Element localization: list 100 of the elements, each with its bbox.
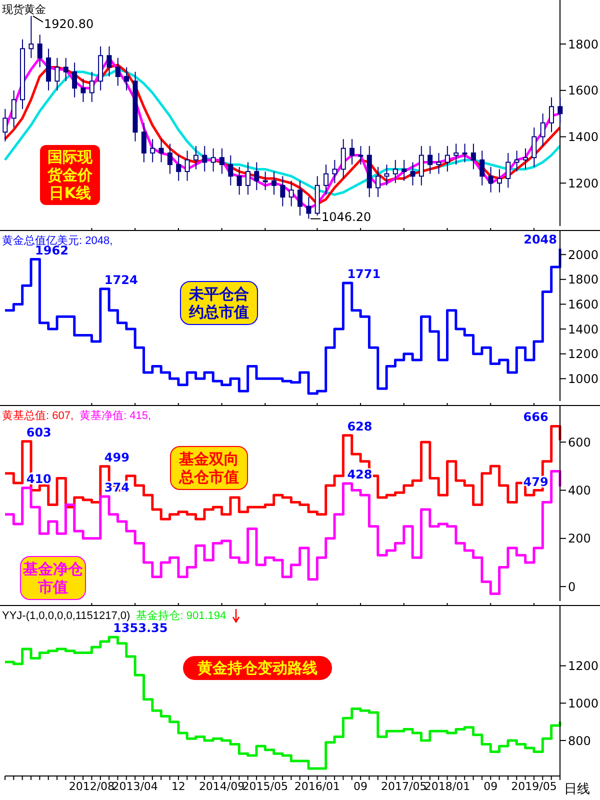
y-tick-label: 1000 [568, 372, 599, 386]
candlestick [358, 146, 364, 166]
candlestick [288, 180, 294, 207]
y-tick-label: 1400 [568, 322, 599, 336]
annotation: 黄金持仓变动路线 [183, 656, 332, 680]
candlestick [210, 148, 216, 172]
candlestick [548, 96, 554, 133]
y-tick-label: 1600 [568, 297, 599, 312]
y-tick-label: 400 [568, 484, 591, 498]
chart-title: 黄基总值: 607, [2, 409, 74, 423]
candlestick [202, 146, 208, 172]
candlestick [124, 66, 130, 91]
candlestick [324, 164, 329, 196]
candlestick [89, 71, 94, 102]
annotation: 1920.80 [44, 17, 94, 32]
candlestick [280, 176, 286, 207]
y-tick-label: 2000 [568, 248, 599, 262]
candlestick [470, 143, 476, 170]
candlestick [63, 57, 68, 82]
candlestick [271, 171, 276, 196]
y-tick-label: 1800 [568, 37, 599, 52]
y-tick-label: 1600 [568, 84, 599, 98]
candlestick [236, 166, 242, 196]
candlestick [228, 154, 234, 186]
data-label: 628 [347, 419, 372, 434]
annotation: 1046.20 [322, 210, 372, 224]
chart-title: 黄金总值亿美元: 2048, [2, 234, 113, 247]
candlestick [402, 159, 407, 182]
candlestick [167, 143, 172, 174]
candlestick [384, 164, 390, 186]
x-tick-label: 2012/08 [68, 780, 115, 793]
candlestick [514, 150, 520, 172]
candlestick [262, 171, 268, 191]
y-tick-label: 1200 [568, 347, 599, 362]
candlestick [340, 138, 346, 179]
candlestick [176, 154, 182, 182]
candlestick [54, 57, 60, 91]
candlestick [298, 180, 303, 216]
candlestick [496, 168, 502, 193]
x-tick-label: 2013/04 [112, 780, 158, 793]
chart-subtitle: 基金持仓: 901.194 [136, 609, 226, 623]
chart-title: YYJ-(1,0,0,0,0,1151217,0) [2, 610, 130, 622]
x-tick-label: 2018/01 [424, 780, 470, 793]
data-label: 603 [26, 425, 52, 440]
candlestick [72, 62, 78, 98]
y-tick-label: 1000 [568, 696, 599, 710]
candlestick [150, 138, 156, 163]
x-tick-label: 2017/05 [381, 780, 427, 793]
x-tick-label: 09 [354, 780, 368, 793]
candlestick [480, 150, 485, 186]
candlestick [219, 148, 224, 174]
candlestick [37, 34, 42, 68]
candlestick [115, 57, 120, 86]
candlestick [410, 162, 416, 186]
text: 日线 [564, 781, 590, 798]
x-tick-label: 2015/05 [242, 780, 288, 793]
candlestick [193, 146, 198, 170]
candlestick [506, 152, 511, 188]
candlestick [2, 108, 8, 142]
x-tick-label: 2016/01 [294, 780, 340, 793]
annotation: 基金双向总仓市值 [170, 446, 248, 490]
data-label: 1724 [104, 272, 138, 287]
candlestick [245, 162, 250, 196]
y-tick-label: 800 [568, 734, 591, 748]
y-tick-label: 600 [568, 435, 591, 450]
candlestick [376, 166, 381, 198]
candlestick [306, 196, 312, 220]
candlestick [11, 90, 16, 128]
candlestick [532, 126, 537, 168]
y-tick-label: 0 [568, 580, 576, 594]
annotation: 基金净仓市值 [20, 556, 86, 600]
x-tick-label: 2019/05 [511, 780, 557, 793]
data-label: 2048 [524, 232, 557, 247]
data-label: 1771 [347, 266, 381, 281]
candlestick [436, 152, 442, 174]
candlestick [158, 138, 164, 163]
y-tick-label: 1400 [568, 130, 599, 144]
candlestick [106, 46, 112, 77]
candlestick [392, 159, 398, 184]
candlestick [488, 166, 494, 193]
candlestick [350, 138, 355, 166]
candlestick [418, 146, 424, 186]
candlestick [428, 146, 433, 174]
chart-title: 现货黄金 [2, 3, 46, 17]
candlestick [28, 16, 34, 58]
candlestick [80, 78, 86, 102]
candlestick [462, 143, 468, 163]
candlestick [184, 150, 190, 182]
candlestick [444, 146, 450, 172]
data-label: 1353.35 [113, 621, 168, 636]
candlestick [254, 162, 260, 191]
data-label: 666 [523, 410, 548, 424]
candlestick [332, 159, 338, 184]
annotation: 未平仓合约总市值 [180, 281, 258, 325]
candlestick [46, 48, 52, 91]
x-tick-label: 09 [484, 780, 498, 793]
data-label: 499 [104, 450, 130, 464]
chart-subtitle: 黄基净值: 415, [80, 409, 152, 423]
x-tick-label: 2014/09 [198, 780, 245, 793]
y-tick-label: 200 [568, 532, 591, 546]
